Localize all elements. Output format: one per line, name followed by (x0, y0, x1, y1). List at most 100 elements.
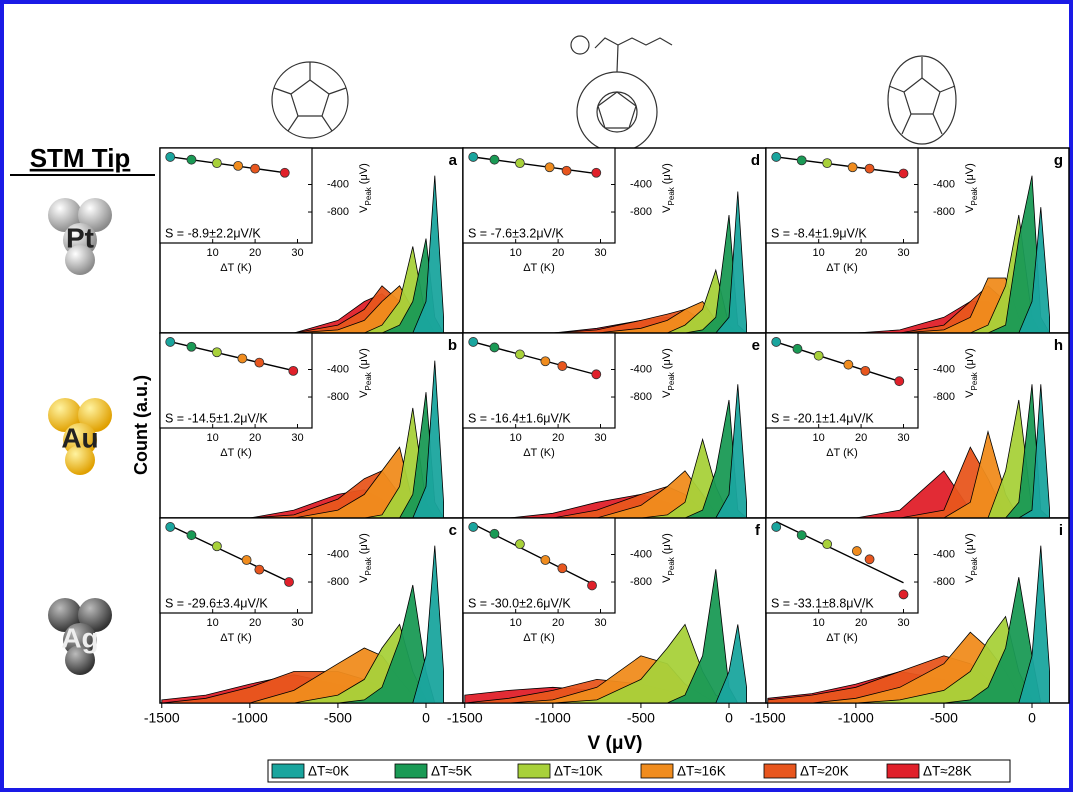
legend-swatch (517, 763, 551, 779)
inset-x-label: ΔT (K) (523, 632, 555, 644)
inset-x-tick-label: 30 (897, 247, 909, 259)
inset-frame (462, 517, 616, 614)
inset-point (284, 577, 294, 587)
fit-label: S = -7.6±3.2μV/K (468, 226, 564, 240)
panel: 10 20 30 -400 -800 ΔT (K) VPeak (μV) S = -8.4±1… (765, 147, 1070, 334)
inset-y-label-part: V (964, 575, 976, 583)
inset-point (468, 337, 479, 347)
inset-point (489, 342, 500, 353)
tip-label: Au (61, 422, 98, 453)
inset-point (212, 347, 222, 358)
panel-letter: d (751, 152, 760, 169)
inset-x-tick-label: 20 (249, 247, 261, 259)
inset-point (587, 580, 597, 591)
inset-x-tick-label: 30 (594, 247, 606, 259)
panel-letter: i (1059, 522, 1063, 539)
x-tick-label: -1500 (144, 710, 180, 726)
inset-point (489, 154, 500, 165)
inset-y-label: VPeak (μV) (358, 348, 373, 398)
inset-y-label-part: Peak (667, 556, 676, 575)
legend-label: ΔT≈28K (923, 764, 972, 779)
inset-y-label-part: (μV) (358, 348, 370, 372)
inset-point (843, 359, 854, 370)
panel: 10 20 30 -400 -800 ΔT (K) VPeak (μV) S = -16.4±… (462, 332, 767, 519)
inset-y-label: VPeak (μV) (964, 163, 979, 213)
inset-x-tick-label: 10 (207, 617, 219, 629)
inset-y-label-part: V (661, 205, 673, 213)
inset-y-label-part: (μV) (661, 348, 673, 372)
inset-y-label-part: V (964, 205, 976, 213)
inset-y-tick-label: -800 (327, 391, 349, 403)
inset-point (489, 528, 500, 539)
inset-point (186, 341, 197, 352)
inset-point (591, 167, 602, 178)
x-tick-label: 0 (725, 710, 733, 726)
tip-label: Pt (66, 222, 94, 253)
inset-point (165, 522, 176, 532)
x-tick-label: -1000 (535, 710, 571, 726)
panel-letter: a (449, 152, 458, 169)
inset-y-tick-label: -800 (933, 206, 955, 218)
inset-point (847, 162, 858, 173)
inset-point (591, 369, 602, 380)
x-tick-label: 0 (1028, 710, 1036, 726)
inset-y-label-part: Peak (667, 371, 676, 390)
inset-y-tick-label: -800 (933, 391, 955, 403)
legend-label: ΔT≈20K (800, 764, 849, 779)
panel: 10 20 30 -400 -800 ΔT (K) VPeak (μV) S = -29.6±… (144, 517, 464, 726)
inset-x-tick-label: 30 (291, 247, 303, 259)
inset-y-tick-label: -400 (630, 363, 652, 375)
inset-y-label-part: V (661, 390, 673, 398)
inset-point (813, 350, 824, 361)
molecules (271, 35, 957, 153)
inset-x-label: ΔT (K) (826, 632, 858, 644)
inset-x-tick-label: 30 (594, 617, 606, 629)
panel-letter: h (1054, 337, 1063, 354)
legend-label: ΔT≈10K (554, 764, 603, 779)
legend-label: ΔT≈5K (431, 764, 472, 779)
inset-y-label-part: (μV) (358, 163, 370, 187)
inset-point (468, 522, 479, 532)
inset-point (250, 163, 260, 174)
inset-y-label-part: Peak (364, 556, 373, 575)
inset-point (771, 522, 782, 532)
inset-y-label: VPeak (μV) (964, 533, 979, 583)
x-tick-label: -1500 (447, 710, 483, 726)
x-tick-label: -1000 (232, 710, 268, 726)
inset-y-tick-label: -400 (630, 548, 652, 560)
fit-label: S = -33.1±8.8μV/K (771, 596, 874, 610)
inset-y-tick-label: -400 (630, 178, 652, 190)
inset-x-tick-label: 10 (510, 617, 522, 629)
inset-point (279, 167, 290, 178)
x-tick-label: 0 (422, 710, 430, 726)
fit-label: S = -30.0±2.6μV/K (468, 596, 571, 610)
inset-point (540, 555, 551, 565)
inset-x-label: ΔT (K) (220, 632, 252, 644)
fit-label: S = -16.4±1.6μV/K (468, 411, 571, 425)
inset-point (237, 353, 248, 364)
inset-x-tick-label: 30 (897, 432, 909, 444)
panel: 10 20 30 -400 -800 ΔT (K) VPeak (μV) S = -8.9±2… (159, 147, 464, 334)
inset-y-tick-label: -400 (327, 363, 349, 375)
inset-y-tick-label: -400 (327, 548, 349, 560)
inset-x-tick-label: 20 (855, 247, 867, 259)
inset-point (288, 365, 299, 376)
inset-point (212, 158, 222, 169)
inset-x-label: ΔT (K) (220, 447, 252, 459)
inset-point (894, 376, 905, 387)
legend-label: ΔT≈0K (308, 764, 349, 779)
inset-y-label-part: V (358, 390, 370, 398)
histogram-area (464, 624, 747, 704)
fit-label: S = -20.1±1.4μV/K (771, 411, 874, 425)
legend-swatch (763, 763, 797, 779)
panel-letter: f (755, 522, 761, 539)
inset-point (468, 152, 479, 162)
inset-point (898, 168, 909, 179)
inset-x-tick-label: 20 (552, 432, 564, 444)
inset-y-label: VPeak (μV) (661, 533, 676, 583)
legend-frame (267, 759, 1011, 783)
inset-y-label: VPeak (μV) (358, 533, 373, 583)
inset-y-label-part: V (358, 205, 370, 213)
